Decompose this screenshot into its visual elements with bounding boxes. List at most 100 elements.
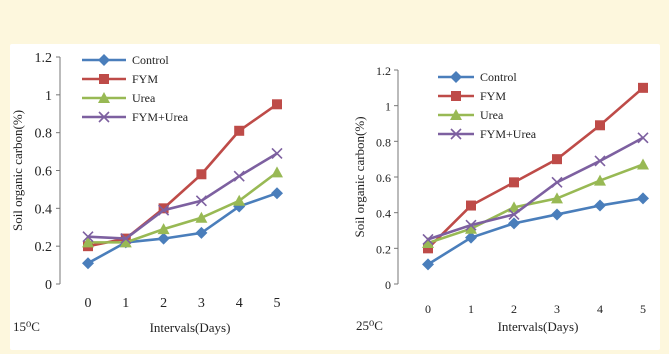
y-tick-label: 1	[45, 89, 52, 104]
series-line	[427, 163, 644, 245]
data-point	[465, 231, 477, 244]
x-tick-label: 4	[597, 302, 603, 316]
y-axis-title: Soil organic carbon(%)	[352, 116, 367, 237]
y-tick-label: 0.2	[35, 240, 53, 255]
x-tick-label: 0	[85, 296, 92, 311]
y-tick-label: 1.2	[35, 51, 53, 66]
y-tick-label: 0.6	[376, 171, 391, 185]
data-point	[233, 194, 246, 206]
series-Control	[82, 187, 283, 270]
data-point	[595, 120, 605, 131]
legend-entry: Control	[82, 53, 169, 67]
series-line	[427, 136, 644, 241]
data-point	[594, 155, 606, 167]
x-tick-label: 2	[511, 302, 517, 316]
data-point	[196, 169, 207, 180]
data-point	[422, 236, 434, 248]
data-point	[234, 125, 245, 136]
data-point	[157, 232, 170, 245]
data-point	[82, 257, 94, 270]
legend-marker	[98, 54, 110, 66]
legend-label: FYM	[480, 89, 506, 103]
series-Control	[422, 192, 649, 271]
x-axis-title: Intervals(Days)	[150, 320, 231, 335]
legend-marker	[98, 92, 110, 103]
series-Urea	[422, 158, 649, 248]
data-point	[551, 176, 563, 188]
legend-entry: FYM	[82, 72, 158, 86]
y-tick-label: 0	[45, 278, 52, 293]
data-point	[638, 82, 648, 93]
x-tick-label: 1	[122, 296, 129, 311]
data-point	[195, 226, 208, 239]
series-line	[427, 86, 644, 250]
data-point	[551, 208, 563, 221]
data-point	[120, 233, 132, 245]
data-point	[637, 158, 649, 170]
data-point	[195, 195, 207, 207]
legend-label: Control	[132, 53, 169, 67]
data-point	[551, 192, 563, 204]
x-tick-label: 3	[554, 302, 560, 316]
legend-label: Urea	[480, 108, 504, 122]
y-tick-label: 0.4	[376, 207, 391, 221]
data-point	[594, 199, 606, 212]
data-point	[119, 236, 132, 248]
y-tick-label: 0.6	[35, 165, 53, 180]
legend-label: FYM+Urea	[480, 127, 537, 141]
series-Urea	[82, 166, 283, 248]
legend-marker	[450, 71, 462, 83]
series-line	[427, 197, 644, 266]
x-tick-label: 1	[468, 302, 474, 316]
data-point	[509, 177, 519, 188]
series-FYM+Urea	[82, 147, 283, 245]
series-FYM+Urea	[422, 132, 649, 245]
series-line	[88, 171, 278, 244]
legend-entry: Urea	[82, 91, 156, 105]
data-point	[157, 223, 170, 235]
legend-entry: FYM+Urea	[82, 110, 189, 124]
data-point	[195, 211, 208, 223]
data-point	[82, 236, 94, 248]
data-point	[158, 203, 169, 214]
legend-entry: Urea	[438, 108, 504, 122]
chart-1: 0 0.2 0.4 0.6 0.8 1 1.2 0 1 2 3 4 5 Soil organic carb…	[10, 51, 283, 335]
y-tick-label: 0	[385, 278, 391, 292]
data-point	[465, 222, 477, 234]
legend-marker	[450, 109, 462, 120]
legend-marker	[451, 91, 461, 101]
legend-label: FYM	[132, 72, 158, 86]
legend-entry: FYM+Urea	[438, 127, 537, 141]
data-point	[594, 174, 606, 186]
y-axis-title: Soil organic carbon(%)	[10, 110, 25, 231]
x-tick-label: 3	[198, 296, 205, 311]
data-point	[508, 208, 520, 221]
chart-panel	[10, 44, 660, 350]
x-tick-label: 4	[236, 296, 243, 311]
legend-entry: FYM	[438, 89, 506, 103]
series-line	[87, 191, 278, 265]
data-point	[271, 147, 283, 160]
y-tick-label: 0.8	[376, 135, 391, 149]
y-tick-label: 1.2	[376, 64, 391, 78]
x-tick-label: 5	[640, 302, 646, 316]
y-tick-label: 0.8	[35, 127, 53, 142]
data-point	[466, 200, 476, 211]
legend-label: FYM+Urea	[132, 110, 189, 124]
temperature-label: 25⁰C	[356, 318, 383, 333]
data-point	[82, 231, 94, 243]
chart-2: 0 0.2 0.4 0.6 0.8 1 1.2 0 1 2 3 4 5 Soil organic carb…	[352, 64, 649, 334]
legend-entry: Control	[438, 70, 517, 84]
data-point	[271, 187, 283, 200]
x-tick-label: 5	[274, 296, 281, 311]
data-point	[552, 154, 562, 165]
series-line	[87, 103, 278, 248]
y-tick-label: 1	[385, 100, 391, 114]
data-point	[233, 170, 245, 182]
x-axis-title: Intervals(Days)	[498, 319, 579, 334]
data-point	[423, 243, 433, 254]
data-point	[422, 233, 434, 245]
legend-marker	[450, 128, 462, 140]
